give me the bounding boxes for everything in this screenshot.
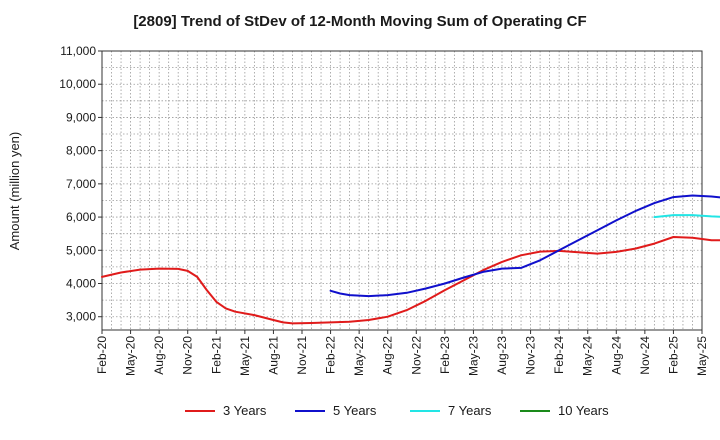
plot-frame	[101, 50, 703, 331]
x-tick-label: Feb-22	[324, 336, 338, 374]
x-tick-label: Aug-21	[266, 336, 280, 375]
x-tick-label: Aug-24	[609, 336, 623, 375]
y-axis-label: Amount (million yen)	[7, 132, 22, 251]
x-tick-label: Nov-21	[295, 336, 309, 375]
x-tick-label: Feb-20	[95, 336, 109, 374]
y-tick-label: 4,000	[66, 277, 96, 291]
x-tick-label: May-22	[352, 336, 366, 376]
plot-background	[102, 51, 702, 330]
x-tick-label: Feb-24	[552, 336, 566, 374]
legend: 3 Years 5 Years 7 Years 10 Years	[185, 403, 609, 418]
x-tick-label: Nov-22	[409, 336, 423, 375]
x-tick-label: Nov-24	[638, 336, 652, 375]
y-tick-label: 3,000	[66, 310, 96, 324]
x-tick-label: Aug-20	[152, 336, 166, 375]
x-tick-label: Aug-22	[381, 336, 395, 375]
x-tick-label: Feb-25	[666, 336, 680, 374]
x-tick-label: Aug-23	[495, 336, 509, 375]
y-tick-label: 9,000	[66, 110, 96, 124]
x-tick-label: Nov-20	[181, 336, 195, 375]
legend-label-10-years: 10 Years	[558, 403, 609, 418]
series-line-5-years	[329, 194, 720, 298]
plot-area: 3,000 4,000 5,000 6,000 7,000 8,000 9,000 10,00…	[59, 44, 720, 376]
y-tick-label: 5,000	[66, 243, 96, 257]
y-tick-label: 6,000	[66, 210, 96, 224]
y-tick-label: 11,000	[60, 44, 96, 58]
legend-label-5-years: 5 Years	[333, 403, 377, 418]
x-tick-label: May-24	[581, 336, 595, 376]
x-tick-label: May-23	[466, 336, 480, 376]
y-tick-label: 7,000	[66, 177, 96, 191]
chart-title: [2809] Trend of StDev of 12-Month Moving…	[133, 13, 586, 30]
x-tick-label: May-25	[695, 336, 709, 376]
x-tick-label: May-20	[124, 336, 138, 376]
x-tick-label: Feb-21	[209, 336, 223, 374]
legend-label-3-years: 3 Years	[223, 403, 267, 418]
x-tick-label: Feb-23	[438, 336, 452, 374]
legend-label-7-years: 7 Years	[448, 403, 492, 418]
series-line-3-years	[101, 236, 720, 325]
x-tick-label: Nov-23	[524, 336, 538, 375]
y-tick-label: 8,000	[66, 144, 96, 158]
series-line-7-years	[653, 214, 720, 219]
x-tick-label: May-21	[238, 336, 252, 376]
y-tick-label: 10,000	[59, 77, 96, 91]
